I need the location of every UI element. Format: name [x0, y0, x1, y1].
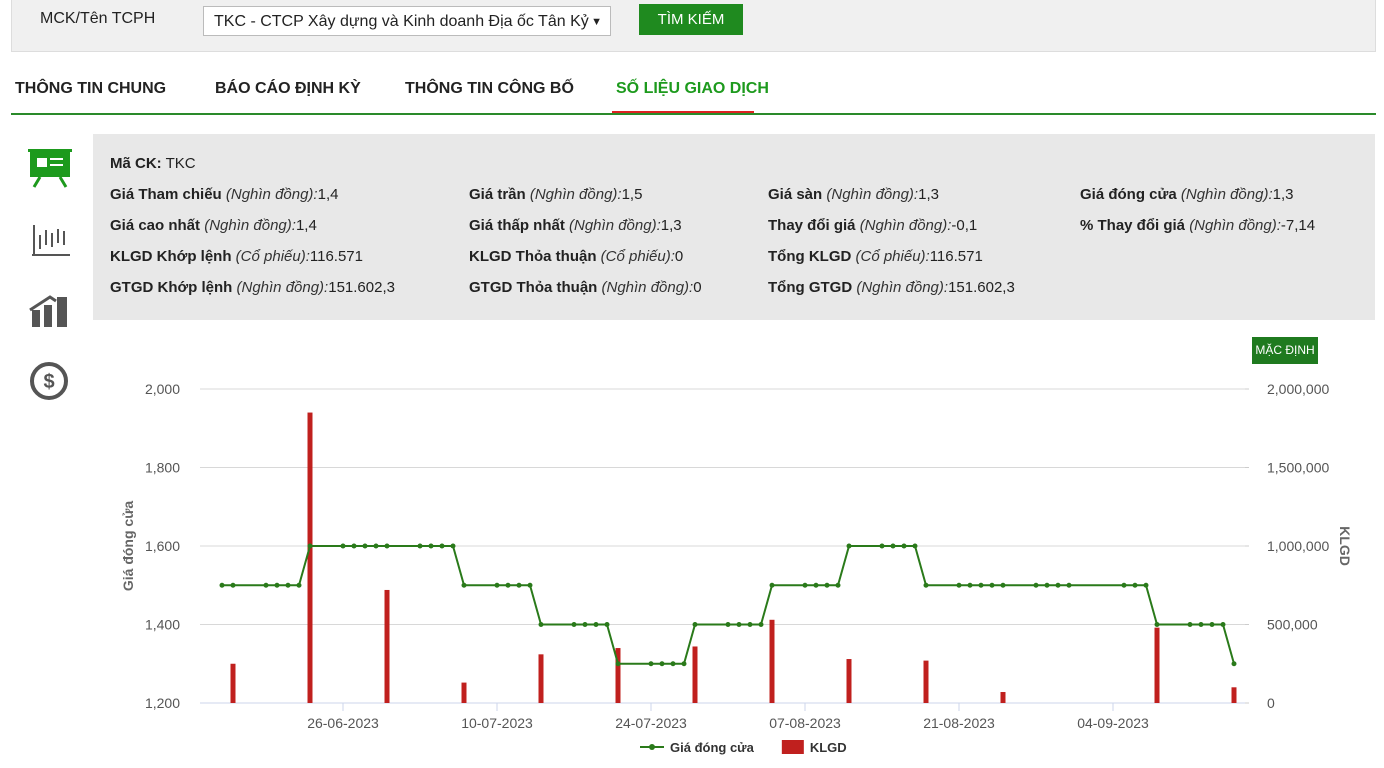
field-label: Giá Tham chiếu	[110, 186, 222, 203]
field-unit: (Cổ phiếu):	[600, 248, 675, 265]
field-unit: (Cổ phiếu):	[235, 248, 310, 265]
field-label: Giá sàn	[768, 186, 823, 203]
side-icons: $	[28, 149, 72, 400]
search-bar: MCK/Tên TCPH TKC - CTCP Xây dựng và Kinh…	[11, 0, 1376, 52]
selected-stock: TKC - CTCP Xây dựng và Kinh doanh Địa ốc…	[214, 13, 589, 30]
field-label: Giá thấp nhất	[469, 217, 565, 234]
stock-code: Mã CK: TKC	[110, 155, 196, 172]
field-label: Giá đóng cửa	[1080, 186, 1177, 203]
icon-dollar[interactable]: $	[30, 362, 68, 400]
tab[interactable]: THÔNG TIN CÔNG BỐ	[405, 80, 574, 97]
info-field: KLGD Thỏa thuận (Cổ phiếu):0	[469, 248, 683, 265]
dropdown-arrow: ▼	[591, 16, 602, 28]
svg-text:$: $	[43, 371, 54, 393]
field-value: 1,5	[621, 186, 643, 203]
field-value: -7,14	[1280, 217, 1316, 234]
field-value: 1,3	[918, 186, 939, 203]
field-label: % Thay đổi giá	[1080, 217, 1186, 234]
field-label: Thay đổi giá	[768, 217, 856, 234]
field-label: GTGD Thỏa thuận	[469, 279, 598, 296]
field-value: 116.571	[929, 248, 983, 265]
info-field: Giá trần (Nghìn đồng):1,5	[469, 186, 642, 203]
field-label: Tổng GTGD	[768, 279, 853, 296]
tab-bar: THÔNG TIN CHUNG BÁO CÁO ĐỊNH KỲ THÔNG TI…	[11, 78, 1376, 115]
code-value: TKC	[165, 155, 196, 172]
search-label: MCK/Tên TCPH	[40, 10, 156, 27]
field-label: Tổng KLGD	[768, 248, 852, 265]
field-value: -0,1	[951, 217, 978, 234]
info-panel: Mã CK: TKC Giá Tham chiếu (Nghìn đồng):1…	[93, 134, 1375, 320]
info-field: Tổng GTGD (Nghìn đồng):151.602,3	[768, 279, 1015, 296]
icon-candles[interactable]	[32, 225, 70, 256]
field-unit: (Nghìn đồng):	[529, 186, 622, 203]
icon-board[interactable]	[28, 149, 72, 188]
field-label: GTGD Khớp lệnh	[110, 279, 233, 296]
field-unit: (Nghìn đồng):	[859, 217, 952, 234]
info-field: Giá cao nhất (Nghìn đồng):1,4	[110, 217, 317, 234]
field-value: 1,3	[1272, 186, 1294, 203]
tab-active[interactable]: SỐ LIỆU GIAO DỊCH	[616, 80, 769, 97]
search-button[interactable]: TÌM KIẾM	[639, 4, 743, 35]
field-unit: (Nghìn đồng):	[204, 217, 296, 234]
tab[interactable]: THÔNG TIN CHUNG	[15, 80, 167, 97]
info-field: Tổng KLGD (Cổ phiếu):116.571	[768, 248, 983, 265]
code-label: Mã CK:	[110, 155, 162, 172]
field-unit: (Nghìn đồng):	[601, 279, 694, 296]
field-value: 116.571	[309, 248, 363, 265]
field-value: 1,4	[295, 217, 317, 234]
field-unit: (Nghìn đồng):	[569, 217, 661, 234]
info-field: % Thay đổi giá (Nghìn đồng):-7,14	[1080, 217, 1315, 234]
field-unit: (Nghìn đồng):	[236, 279, 329, 296]
field-label: KLGD Thỏa thuận	[469, 248, 597, 265]
icon-bars[interactable]	[29, 295, 67, 327]
info-field: Giá đóng cửa (Nghìn đồng):1,3	[1080, 186, 1293, 203]
info-field: KLGD Khớp lệnh (Cổ phiếu):116.571	[110, 248, 363, 265]
field-unit: (Nghìn đồng):	[826, 186, 919, 203]
field-label: KLGD Khớp lệnh	[110, 248, 232, 265]
info-field: Giá thấp nhất (Nghìn đồng):1,3	[469, 217, 682, 234]
field-label: Giá cao nhất	[110, 217, 201, 234]
field-unit: (Nghìn đồng):	[1189, 217, 1281, 234]
field-value: 1,4	[317, 186, 339, 203]
field-unit: (Cổ phiếu):	[855, 248, 930, 265]
field-value: 0	[693, 279, 702, 296]
stock-select[interactable]: TKC - CTCP Xây dựng và Kinh doanh Địa ốc…	[203, 6, 611, 36]
info-field: Giá sàn (Nghìn đồng):1,3	[768, 186, 939, 203]
info-field: Thay đổi giá (Nghìn đồng):-0,1	[768, 217, 977, 234]
field-value: 1,3	[660, 217, 682, 234]
field-value: 151.602,3	[948, 279, 1015, 296]
field-value: 151.602,3	[328, 279, 395, 296]
info-field: Giá Tham chiếu (Nghìn đồng):1,4	[110, 186, 338, 203]
active-tab-indicator	[612, 111, 754, 113]
field-unit: (Nghìn đồng):	[225, 186, 318, 203]
info-field: GTGD Khớp lệnh (Nghìn đồng):151.602,3	[110, 279, 395, 296]
tab[interactable]: BÁO CÁO ĐỊNH KỲ	[215, 80, 361, 97]
field-unit: (Nghìn đồng):	[856, 279, 949, 296]
default-button[interactable]: MẶC ĐỊNH	[1252, 337, 1318, 364]
field-value: 0	[674, 248, 684, 265]
info-field: GTGD Thỏa thuận (Nghìn đồng):0	[469, 279, 702, 296]
field-unit: (Nghìn đồng):	[1180, 186, 1273, 203]
chart-area: MẶC ĐỊNH	[95, 320, 1375, 768]
field-label: Giá trần	[469, 186, 526, 203]
